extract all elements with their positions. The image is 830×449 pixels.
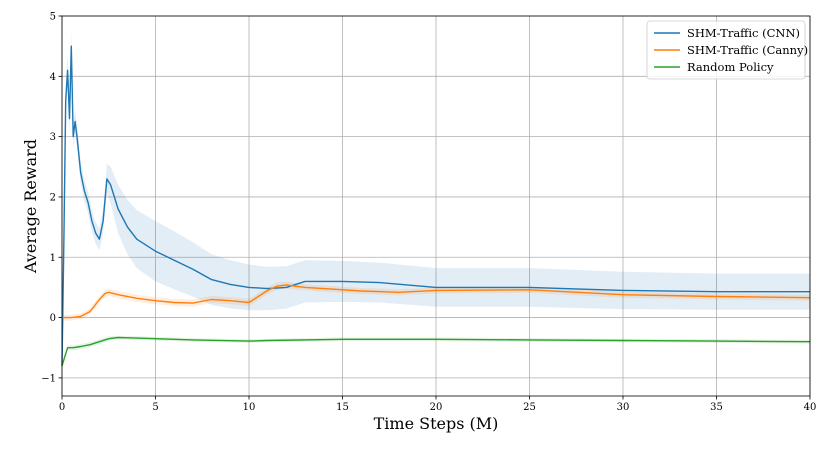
y-axis-ticks: −1 0 1 2 3 4 5	[41, 12, 62, 384]
x-tick-label: 40	[804, 402, 817, 413]
series-band-0	[62, 31, 810, 369]
y-tick-label: −1	[41, 373, 56, 384]
y-tick-label: 4	[50, 72, 56, 83]
series-line-0	[61, 45, 810, 366]
x-tick-label: 10	[243, 402, 256, 413]
x-axis-label: Time Steps (M)	[374, 414, 499, 433]
legend-label: SHM-Traffic (CNN)	[687, 26, 800, 40]
x-tick-label: 15	[336, 402, 349, 413]
x-tick-label: 30	[617, 402, 630, 413]
y-tick-label: 2	[50, 192, 56, 203]
series-band-2	[62, 335, 810, 369]
x-tick-label: 25	[523, 402, 536, 413]
y-tick-label: 3	[50, 132, 56, 143]
series-band-1	[62, 281, 810, 321]
y-tick-label: 5	[50, 12, 56, 23]
x-tick-label: 35	[710, 402, 723, 413]
confidence-bands	[62, 31, 810, 369]
legend: SHM-Traffic (CNN) SHM-Traffic (Canny) Rand…	[646, 20, 808, 80]
legend-label: Random Policy	[687, 60, 774, 74]
x-tick-label: 5	[152, 402, 158, 413]
series-lines	[61, 45, 811, 367]
legend-label: SHM-Traffic (Canny)	[687, 43, 808, 57]
legend-box	[646, 20, 806, 80]
y-tick-label: 0	[50, 313, 56, 324]
x-tick-label: 20	[430, 402, 443, 413]
x-axis-ticks: 0 5 10 15 20 25 30 35 40	[59, 396, 817, 413]
y-axis-label: Average Reward	[21, 139, 40, 274]
x-tick-label: 0	[59, 402, 65, 413]
y-tick-label: 1	[50, 253, 56, 264]
series-line-2	[61, 336, 811, 367]
grid-lines	[61, 15, 811, 396]
series-line-1	[62, 284, 811, 319]
